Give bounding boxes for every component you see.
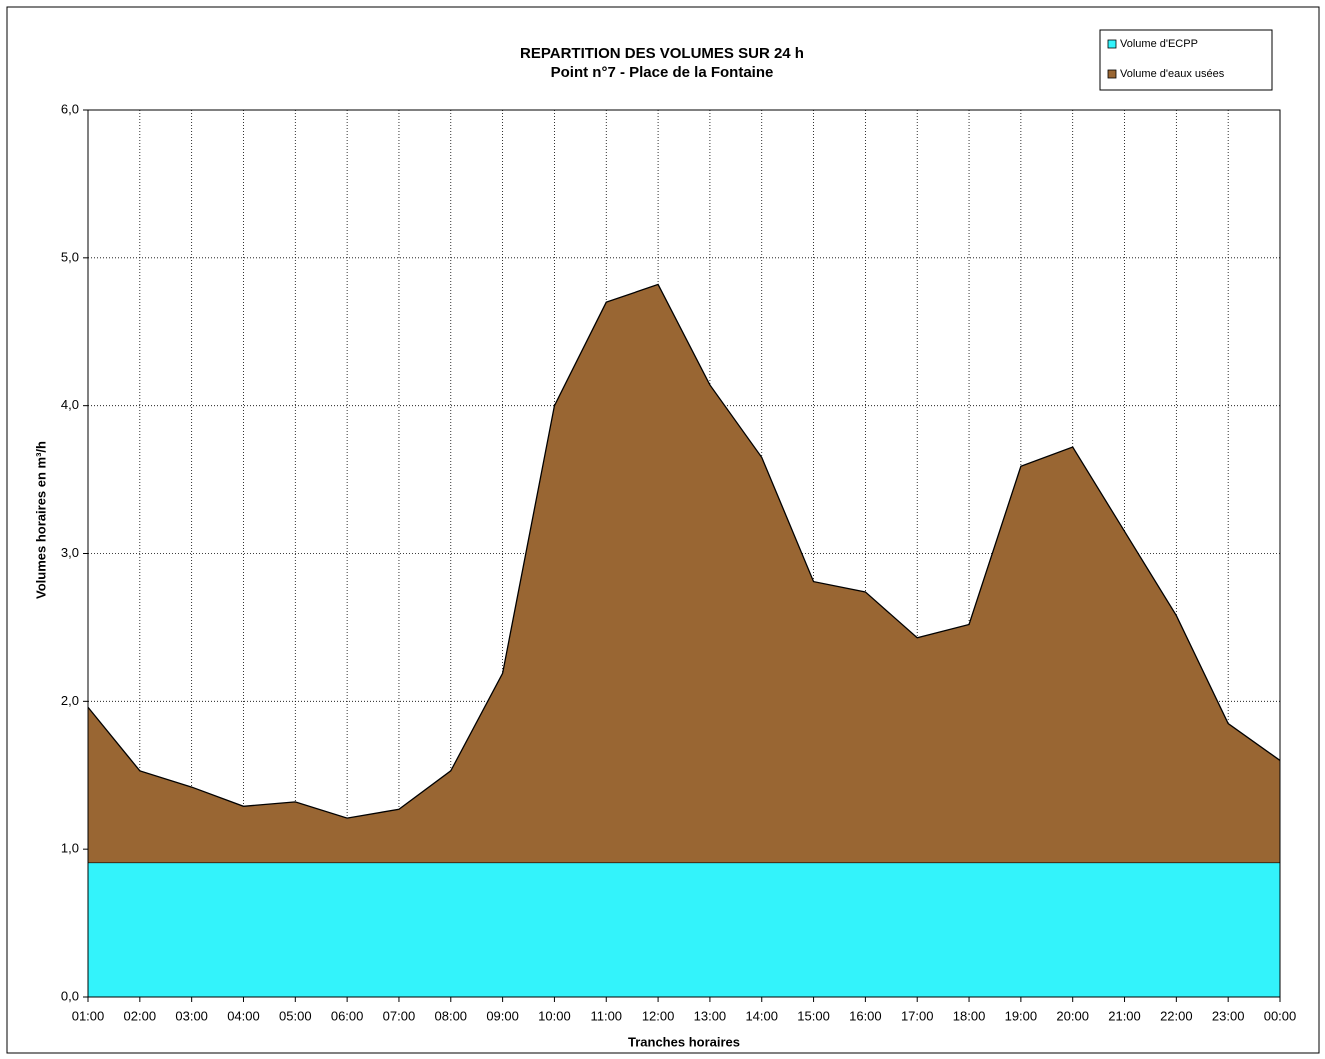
plot-border	[87, 109, 1281, 998]
x-axis-label: Tranches horaires	[628, 1034, 740, 1049]
x-tick-label: 09:00	[486, 1008, 519, 1023]
x-tick-label: 15:00	[797, 1008, 830, 1023]
y-tick-label: 4,0	[61, 397, 79, 412]
area-fill	[88, 284, 1280, 863]
chart-title: REPARTITION DES VOLUMES SUR 24 h	[520, 45, 804, 62]
y-tick-label: 5,0	[61, 249, 79, 264]
chart-subtitle: Point n°7 - Place de la Fontaine	[551, 64, 774, 81]
y-tick-label: 0,0	[61, 988, 79, 1003]
x-tick-label: 00:00	[1264, 1008, 1297, 1023]
x-tick-label: 06:00	[331, 1008, 364, 1023]
x-tick-label: 01:00	[72, 1008, 105, 1023]
x-tick-label: 23:00	[1212, 1008, 1245, 1023]
x-tick-label: 11:00	[590, 1008, 622, 1023]
y-tick-label: 3,0	[61, 545, 79, 560]
legend-swatch	[1107, 69, 1117, 79]
x-tick-label: 10:00	[538, 1008, 571, 1023]
area-fill	[88, 862, 1280, 997]
x-tick-label: 16:00	[849, 1008, 882, 1023]
x-tick-label: 20:00	[1056, 1008, 1089, 1023]
x-tick-label: 04:00	[227, 1008, 260, 1023]
x-tick-label: 07:00	[383, 1008, 416, 1023]
area-edge	[87, 283, 1281, 819]
x-tick-label: 22:00	[1160, 1008, 1193, 1023]
y-tick-label: 2,0	[61, 693, 79, 708]
legend-box	[1099, 29, 1273, 91]
x-tick-label: 14:00	[745, 1008, 778, 1023]
x-tick-label: 08:00	[435, 1008, 468, 1023]
x-tick-label: 12:00	[642, 1008, 675, 1023]
legend-label: Volume d'eaux usées	[1120, 68, 1225, 80]
x-tick-label: 21:00	[1108, 1008, 1141, 1023]
x-tick-label: 05:00	[279, 1008, 312, 1023]
x-tick-label: 13:00	[694, 1008, 727, 1023]
x-tick-label: 17:00	[901, 1008, 934, 1023]
y-tick-label: 6,0	[61, 101, 79, 116]
x-tick-label: 19:00	[1005, 1008, 1038, 1023]
x-tick-label: 02:00	[124, 1008, 157, 1023]
x-tick-label: 03:00	[175, 1008, 208, 1023]
y-axis-label: Volumes horaires en m³/h	[33, 441, 48, 599]
legend-swatch	[1107, 39, 1117, 49]
x-tick-label: 18:00	[953, 1008, 986, 1023]
legend-label: Volume d'ECPP	[1120, 38, 1198, 50]
y-tick-label: 1,0	[61, 841, 79, 856]
